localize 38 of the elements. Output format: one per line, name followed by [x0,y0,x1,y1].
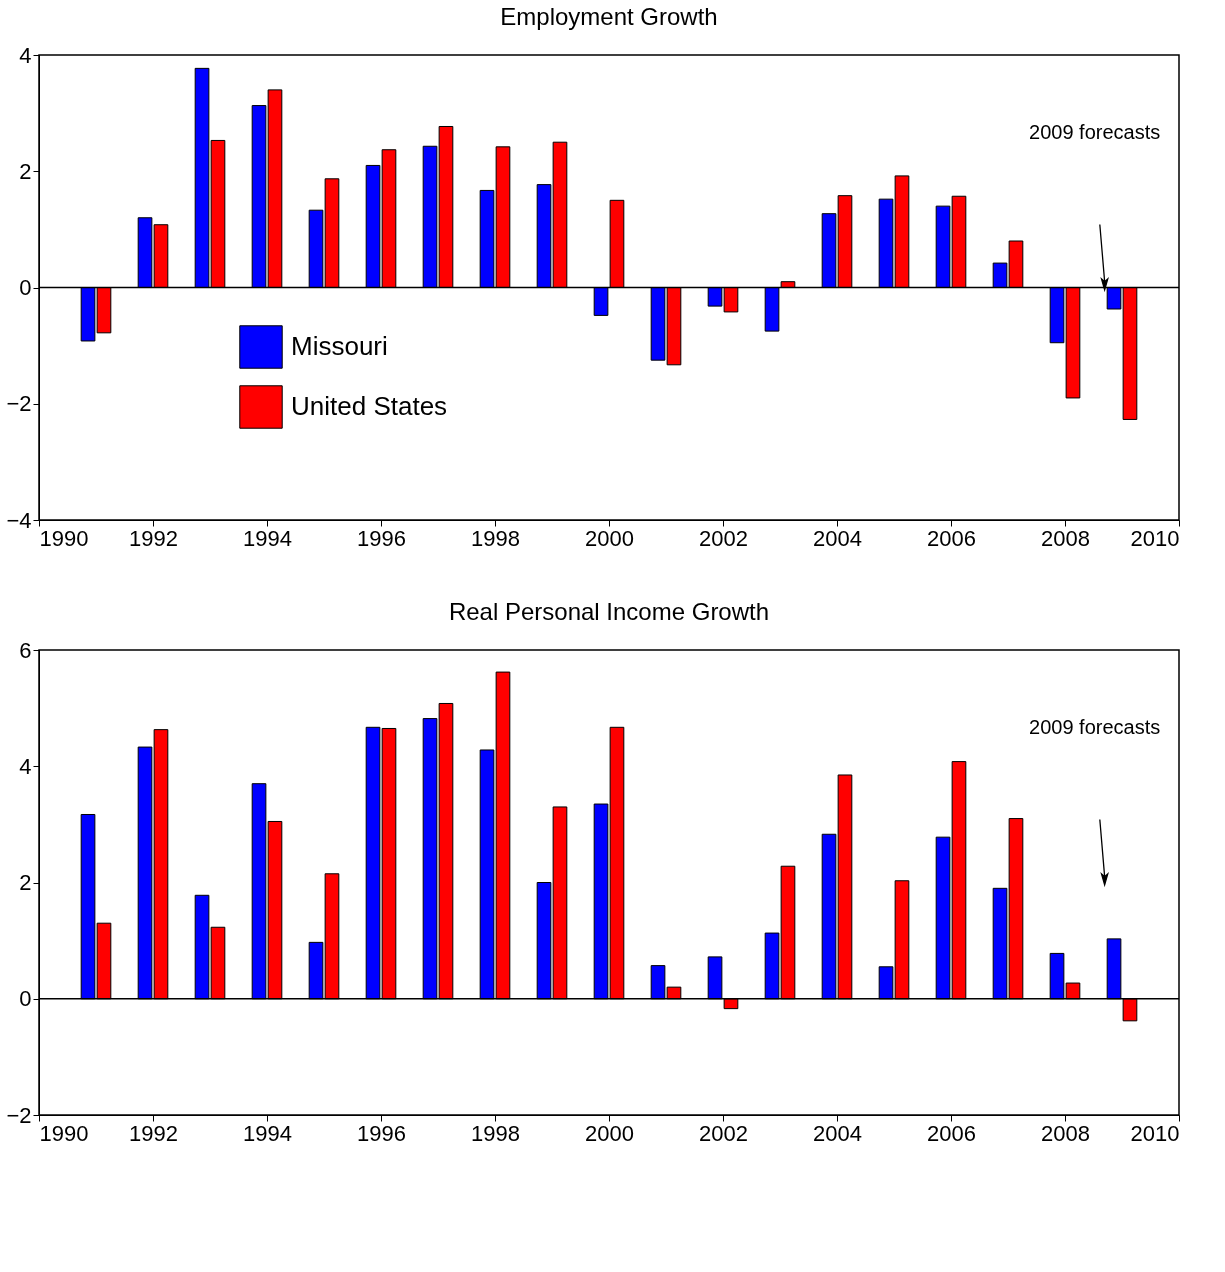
x-tick-label: 2006 [927,1120,976,1146]
y-tick-label: 4 [19,42,32,68]
y-tick-label: 6 [19,637,32,663]
x-tick-label: 1990 [39,525,89,551]
y-tick-label: 2 [19,158,32,184]
annotation: 2009 forecasts [1029,716,1161,739]
x-tick-label: 1998 [471,525,520,551]
annotation: 2009 forecasts [1029,121,1161,144]
legend-label: Missouri [291,331,388,361]
y-tick-label: 0 [19,275,32,300]
x-tick-label: 2010 [1130,525,1180,551]
x-tick-label: 1998 [471,1120,520,1146]
x-tick-label: 2006 [927,525,976,551]
y-tick-label: 2 [19,870,32,895]
x-tick-label: 2000 [585,525,634,551]
x-tick-label: 2002 [699,525,748,551]
chart-title: Employment Growth [500,3,718,30]
x-tick-label: 1992 [129,1120,178,1146]
x-tick-label: 2008 [1041,1120,1090,1146]
x-tick-label: 2008 [1041,525,1090,551]
x-tick-label: 1996 [357,1120,406,1146]
x-tick-label: 1996 [357,525,406,551]
x-tick-label: 2002 [699,1120,748,1146]
x-tick-label: 2004 [813,1120,862,1146]
x-tick-label: 2000 [585,1120,634,1146]
x-tick-label: 1994 [243,525,292,551]
y-tick-label: −2 [6,1102,32,1128]
x-tick-label: 1990 [39,1120,89,1146]
x-tick-label: 1994 [243,1120,292,1146]
y-tick-label: −4 [6,507,32,533]
y-tick-label: −2 [6,391,32,417]
x-tick-label: 2004 [813,525,862,551]
y-tick-label: 4 [19,753,32,779]
legend-label: United States [291,391,448,421]
chart-title: Real Personal Income Growth [448,598,770,625]
x-tick-label: 2010 [1130,1120,1180,1146]
x-tick-label: 1992 [129,525,178,551]
y-tick-label: 0 [19,986,32,1012]
